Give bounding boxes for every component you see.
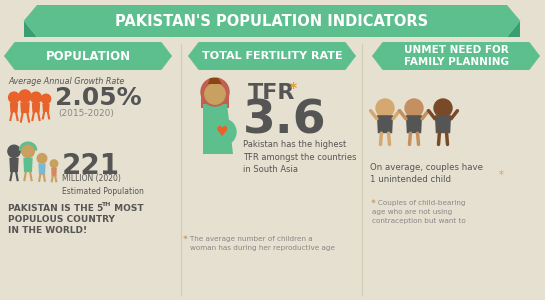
Text: *: * <box>183 235 187 244</box>
Text: 221: 221 <box>62 152 120 180</box>
Polygon shape <box>9 158 19 172</box>
Polygon shape <box>51 168 57 176</box>
Circle shape <box>8 145 20 158</box>
Circle shape <box>9 92 20 103</box>
Polygon shape <box>507 5 520 37</box>
Polygon shape <box>188 42 356 70</box>
Circle shape <box>205 84 225 104</box>
Circle shape <box>434 99 452 117</box>
Polygon shape <box>4 42 172 70</box>
Text: MILLION (2020)
Estimated Population: MILLION (2020) Estimated Population <box>62 174 144 196</box>
Text: PAKISTAN IS THE 5: PAKISTAN IS THE 5 <box>8 204 103 213</box>
Text: Pakistan has the highest
TFR amongst the countries
in South Asia: Pakistan has the highest TFR amongst the… <box>243 140 356 174</box>
Circle shape <box>50 160 58 167</box>
Text: (2015-2020): (2015-2020) <box>58 109 114 118</box>
Polygon shape <box>20 142 37 150</box>
Polygon shape <box>43 103 50 112</box>
Circle shape <box>31 92 41 103</box>
Circle shape <box>41 94 51 104</box>
Text: POPULATION: POPULATION <box>45 50 131 62</box>
Polygon shape <box>10 103 18 112</box>
Text: PAKISTAN'S POPULATION INDICATORS: PAKISTAN'S POPULATION INDICATORS <box>116 14 428 28</box>
Polygon shape <box>203 104 233 154</box>
Text: contraception but want to: contraception but want to <box>372 218 466 224</box>
Text: MOST: MOST <box>111 204 144 213</box>
Text: 3.6: 3.6 <box>243 99 326 144</box>
Polygon shape <box>23 158 33 172</box>
Text: 2.05%: 2.05% <box>55 86 142 110</box>
Circle shape <box>210 119 236 145</box>
Text: * The average number of children a: * The average number of children a <box>184 236 313 242</box>
Circle shape <box>19 90 31 102</box>
Polygon shape <box>406 115 422 133</box>
Text: Average Annual Growth Rate: Average Annual Growth Rate <box>8 77 124 86</box>
Text: TOTAL FERTILITY RATE: TOTAL FERTILITY RATE <box>202 51 342 61</box>
Polygon shape <box>208 78 222 84</box>
Polygon shape <box>38 164 46 175</box>
Circle shape <box>22 145 34 158</box>
Text: *: * <box>290 81 297 95</box>
Text: * Couples of child-bearing: * Couples of child-bearing <box>372 200 465 206</box>
Text: UNMET NEED FOR
FAMILY PLANNING: UNMET NEED FOR FAMILY PLANNING <box>403 45 508 67</box>
Text: IN THE WORLD!: IN THE WORLD! <box>8 226 87 235</box>
Polygon shape <box>435 115 451 133</box>
Text: ♥: ♥ <box>216 125 228 139</box>
Polygon shape <box>23 5 37 37</box>
Circle shape <box>205 84 225 104</box>
Polygon shape <box>377 115 393 133</box>
Polygon shape <box>37 5 507 37</box>
Text: POPULOUS COUNTRY: POPULOUS COUNTRY <box>8 215 115 224</box>
Polygon shape <box>372 42 540 70</box>
Polygon shape <box>32 103 40 112</box>
Circle shape <box>376 99 394 117</box>
Circle shape <box>37 154 47 163</box>
Polygon shape <box>201 88 229 108</box>
Polygon shape <box>23 21 37 37</box>
Text: *: * <box>371 199 376 208</box>
Polygon shape <box>20 102 30 113</box>
Text: age who are not using: age who are not using <box>372 209 452 215</box>
Text: woman has during her reproductive age: woman has during her reproductive age <box>190 245 335 251</box>
Circle shape <box>22 145 34 158</box>
Text: TFR: TFR <box>248 83 295 103</box>
Text: On average, couples have
1 unintended child: On average, couples have 1 unintended ch… <box>370 163 483 184</box>
Circle shape <box>201 78 229 106</box>
Text: *: * <box>499 170 504 180</box>
Text: TH: TH <box>101 202 111 207</box>
Polygon shape <box>507 21 520 37</box>
Circle shape <box>405 99 423 117</box>
